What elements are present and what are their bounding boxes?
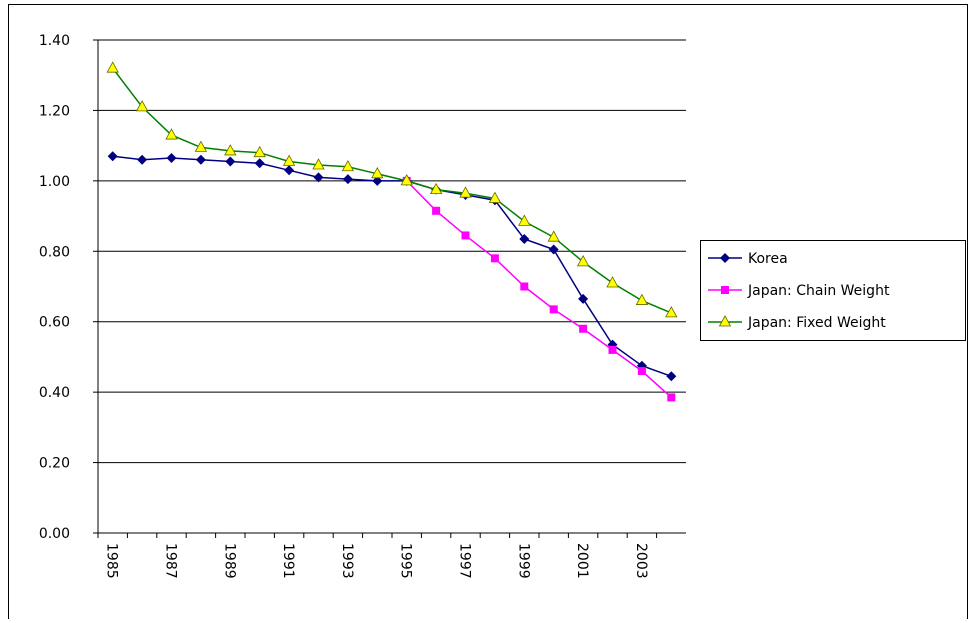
marker [718, 315, 732, 327]
x-tick-label: 1999 [515, 543, 531, 579]
marker [342, 174, 353, 185]
marker [576, 255, 590, 267]
y-tick-label: 1.20 [39, 103, 70, 119]
marker [341, 159, 355, 172]
marker [490, 254, 499, 263]
marker [488, 191, 502, 203]
marker [137, 154, 148, 165]
x-tick-label: 1997 [457, 543, 473, 579]
marker [224, 144, 237, 156]
marker [549, 305, 558, 314]
marker [606, 276, 619, 288]
legend-label: Japan: Chain Weight [747, 283, 890, 299]
marker [195, 154, 206, 165]
y-tick-label: 0.60 [39, 315, 70, 331]
series-line [406, 180, 672, 398]
marker [254, 158, 265, 169]
x-tick-label: 2001 [574, 543, 590, 579]
marker [312, 158, 325, 170]
y-tick-label: 1.40 [39, 33, 70, 49]
marker [720, 253, 730, 263]
marker [578, 293, 589, 304]
series-line [112, 67, 672, 314]
x-tick-label: 1987 [163, 543, 179, 579]
series [106, 61, 678, 318]
marker [432, 206, 441, 215]
marker [665, 306, 678, 318]
x-tick-label: 1995 [398, 543, 414, 579]
y-tick-label: 0.20 [39, 456, 70, 472]
y-tick-label: 1.00 [39, 174, 70, 190]
marker [165, 128, 178, 140]
x-tick-label: 1993 [339, 543, 355, 579]
marker [135, 100, 149, 112]
marker [400, 174, 413, 186]
marker [635, 293, 649, 305]
marker [547, 230, 560, 242]
marker [107, 151, 118, 162]
marker [284, 165, 295, 176]
y-tick-label: 0.80 [39, 244, 70, 260]
marker [721, 286, 729, 294]
x-tick-label: 1989 [221, 543, 237, 579]
marker [313, 172, 324, 183]
marker [519, 233, 530, 244]
marker [372, 175, 383, 186]
series [402, 176, 676, 402]
y-tick-label: 0.40 [39, 385, 70, 401]
legend-label: Japan: Fixed Weight [747, 315, 886, 331]
marker [225, 156, 236, 167]
marker [520, 282, 529, 291]
marker [637, 367, 646, 376]
x-tick-label: 2003 [633, 543, 649, 579]
marker [608, 345, 617, 354]
marker [518, 214, 531, 226]
marker [166, 152, 177, 163]
marker [459, 186, 472, 198]
marker [282, 154, 296, 166]
legend-label: Korea [748, 251, 788, 267]
series-line [112, 155, 672, 378]
marker [371, 166, 384, 179]
x-tick-label: 1991 [280, 543, 296, 579]
marker [548, 244, 559, 255]
marker [666, 371, 677, 382]
marker [667, 393, 676, 402]
marker [429, 182, 443, 195]
marker [253, 145, 266, 158]
marker [194, 140, 208, 152]
x-tick-label: 1985 [104, 543, 120, 579]
marker [579, 324, 588, 333]
y-tick-label: 0.00 [39, 526, 70, 542]
legend-box [700, 240, 966, 341]
marker [461, 231, 470, 240]
marker [106, 61, 119, 73]
